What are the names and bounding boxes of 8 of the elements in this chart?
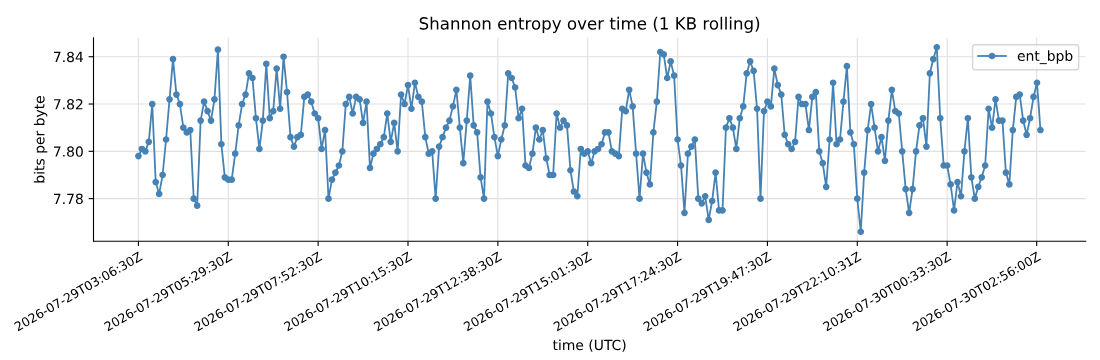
legend-label: ent_bpb <box>1017 50 1073 65</box>
y-tick-label: 7.82 <box>53 98 83 110</box>
y-axis-title: bits per byte <box>33 96 48 183</box>
chart-title: Shannon entropy over time (1 KB rolling) <box>419 16 760 33</box>
x-axis-title: time (UTC) <box>552 339 626 352</box>
y-tick-label: 7.84 <box>53 51 83 63</box>
y-tick-label: 7.78 <box>53 193 83 205</box>
y-tick-label: 7.80 <box>53 146 83 157</box>
